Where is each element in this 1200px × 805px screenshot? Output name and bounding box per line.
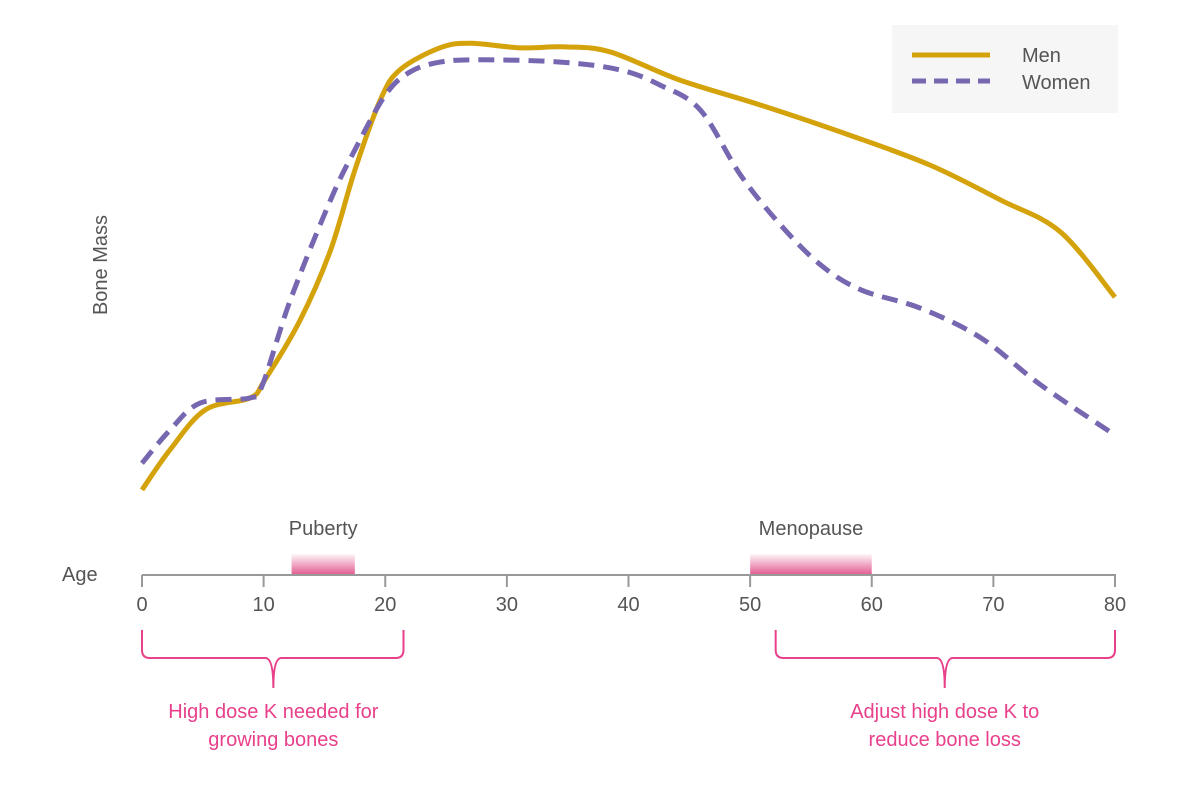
legend-label-men: Men xyxy=(1022,45,1061,67)
period-band-puberty xyxy=(291,554,355,575)
annotation-text: Adjust high dose K to xyxy=(850,701,1039,723)
series-line-women xyxy=(140,57,1117,465)
legend-label-women: Women xyxy=(1022,72,1091,94)
annotation-text: reduce bone loss xyxy=(869,729,1021,751)
x-tick-label: 40 xyxy=(617,594,639,616)
annotation-text: High dose K needed for xyxy=(168,701,378,723)
x-tick-label: 20 xyxy=(374,594,396,616)
period-label: Menopause xyxy=(759,518,864,540)
x-tick-label: 30 xyxy=(496,594,518,616)
legend-background xyxy=(892,25,1118,113)
x-tick-label: 80 xyxy=(1104,594,1126,616)
x-tick-label: 0 xyxy=(136,594,147,616)
x-tick-label: 70 xyxy=(982,594,1004,616)
annotation-brace xyxy=(141,630,405,689)
legend: Men Women xyxy=(892,25,1118,113)
x-tick-label: 10 xyxy=(253,594,275,616)
period-band-menopause xyxy=(750,554,872,575)
x-tick-label: 60 xyxy=(861,594,883,616)
annotation-text: growing bones xyxy=(208,729,338,751)
annotation-brace xyxy=(774,630,1116,689)
x-axis-label: Age xyxy=(62,564,98,586)
period-label: Puberty xyxy=(289,518,358,540)
y-axis-label: Bone Mass xyxy=(90,215,112,315)
x-tick-label: 50 xyxy=(739,594,761,616)
